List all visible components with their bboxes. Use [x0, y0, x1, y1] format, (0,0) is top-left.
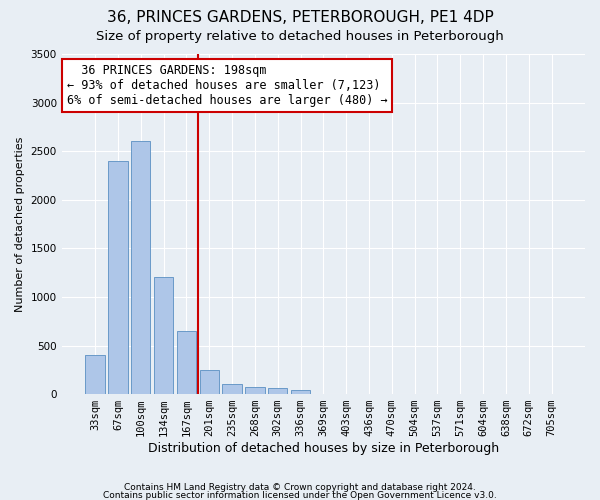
Text: Contains HM Land Registry data © Crown copyright and database right 2024.: Contains HM Land Registry data © Crown c…	[124, 484, 476, 492]
Bar	[177, 331, 196, 394]
Bar	[245, 388, 265, 394]
Bar	[291, 390, 310, 394]
Text: Size of property relative to detached houses in Peterborough: Size of property relative to detached ho…	[96, 30, 504, 43]
Bar	[200, 370, 219, 394]
Bar	[85, 355, 105, 394]
X-axis label: Distribution of detached houses by size in Peterborough: Distribution of detached houses by size …	[148, 442, 499, 455]
Bar	[154, 278, 173, 394]
Bar	[223, 384, 242, 394]
Bar	[108, 161, 128, 394]
Bar	[268, 388, 287, 394]
Text: Contains public sector information licensed under the Open Government Licence v3: Contains public sector information licen…	[103, 490, 497, 500]
Y-axis label: Number of detached properties: Number of detached properties	[15, 136, 25, 312]
Text: 36 PRINCES GARDENS: 198sqm
← 93% of detached houses are smaller (7,123)
6% of se: 36 PRINCES GARDENS: 198sqm ← 93% of deta…	[67, 64, 388, 107]
Bar	[131, 142, 151, 394]
Text: 36, PRINCES GARDENS, PETERBOROUGH, PE1 4DP: 36, PRINCES GARDENS, PETERBOROUGH, PE1 4…	[107, 10, 493, 25]
